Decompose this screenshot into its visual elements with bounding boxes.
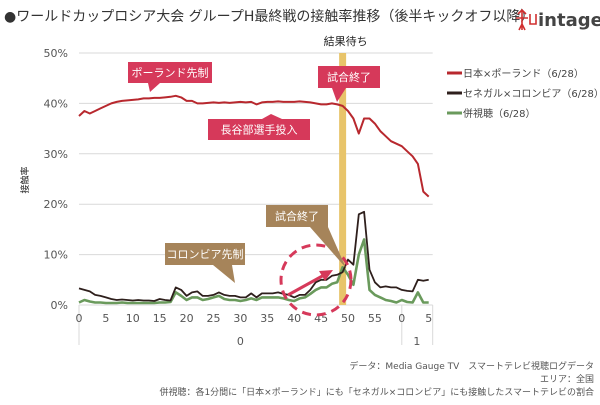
x-tick-label: 30 (233, 312, 247, 325)
callout-box (208, 119, 310, 140)
dashed-highlight-circle (279, 243, 353, 317)
x-tick-label: 0 (76, 312, 83, 325)
footnote: データ：Media Gauge TV スマートテレビ視聴ログデータ (349, 360, 594, 372)
x-tick-label: 35 (260, 312, 274, 325)
callout-box (266, 205, 328, 227)
x-tick-label: 5 (102, 312, 109, 325)
intage-logo: intage (516, 8, 600, 31)
x-tick-label: 5 (425, 312, 432, 325)
x-tick-label: 0 (398, 312, 405, 325)
x-tick-label: 10 (126, 312, 140, 325)
x-tick-label: 50 (341, 312, 355, 325)
callout-label: ポーランド先制 (132, 67, 209, 80)
callout-pointer (213, 265, 235, 283)
series-senegal-colombia (78, 210, 429, 302)
logo-text: intage (538, 10, 600, 31)
callout: ポーランド先制 (128, 62, 212, 92)
callout: コロンビア先制 (165, 243, 245, 283)
y-tick-label: 20% (44, 198, 68, 211)
callout-pointer (148, 83, 160, 92)
x-tick-label: 40 (287, 312, 301, 325)
y-axis-label: 接触率 (19, 166, 31, 193)
legend-label: 日本×ポーランド（6/28） (463, 67, 584, 80)
callout: 長谷部選手投入 (208, 114, 310, 140)
callout-pointer (310, 227, 346, 268)
callout-label: 長谷部選手投入 (221, 123, 298, 137)
band-label: 結果待ち (324, 34, 368, 48)
x-tick-label: 55 (368, 312, 382, 325)
y-tick-label: 10% (44, 249, 68, 262)
callout-box (318, 66, 380, 88)
callout: 試合終了 (318, 66, 380, 102)
rising-arrow (287, 272, 327, 297)
callout-pointer (332, 88, 346, 102)
series-joint-viewing (78, 238, 429, 305)
chart-title: ●ワールドカップロシア大会 グループH最終戦の接触率推移（後半キックオフ以降） (4, 8, 534, 25)
x-group-label: 1 (413, 335, 420, 348)
series-japan-poland (78, 94, 430, 198)
y-tick-label: 0% (51, 299, 68, 312)
x-tick-label: 15 (153, 312, 167, 325)
callout: 試合終了 (266, 205, 346, 268)
arrow-head-icon (319, 270, 333, 281)
callout-label: 試合終了 (327, 70, 371, 84)
y-tick-label: 50% (44, 47, 68, 60)
callout-label: コロンビア先制 (167, 248, 244, 261)
x-tick-label: 20 (180, 312, 194, 325)
footnote: エリア：全国 (540, 373, 594, 385)
result-waiting-band (339, 53, 347, 305)
footnote: 併視聴：各1分間に「日本×ポーランド」にも「セネガル×コロンビア」にも接触したス… (159, 386, 594, 398)
x-group-label: 0 (237, 335, 244, 348)
callout-box (165, 243, 245, 265)
y-tick-label: 40% (44, 97, 68, 110)
callout-box (128, 62, 212, 83)
y-tick-label: 30% (44, 148, 68, 161)
legend-label: 併視聴（6/28） (463, 107, 535, 120)
x-tick-label: 25 (207, 312, 221, 325)
callout-pointer (262, 114, 282, 119)
callout-label: 試合終了 (275, 209, 319, 223)
legend-label: セネガル×コロンビア（6/28） (463, 88, 600, 100)
